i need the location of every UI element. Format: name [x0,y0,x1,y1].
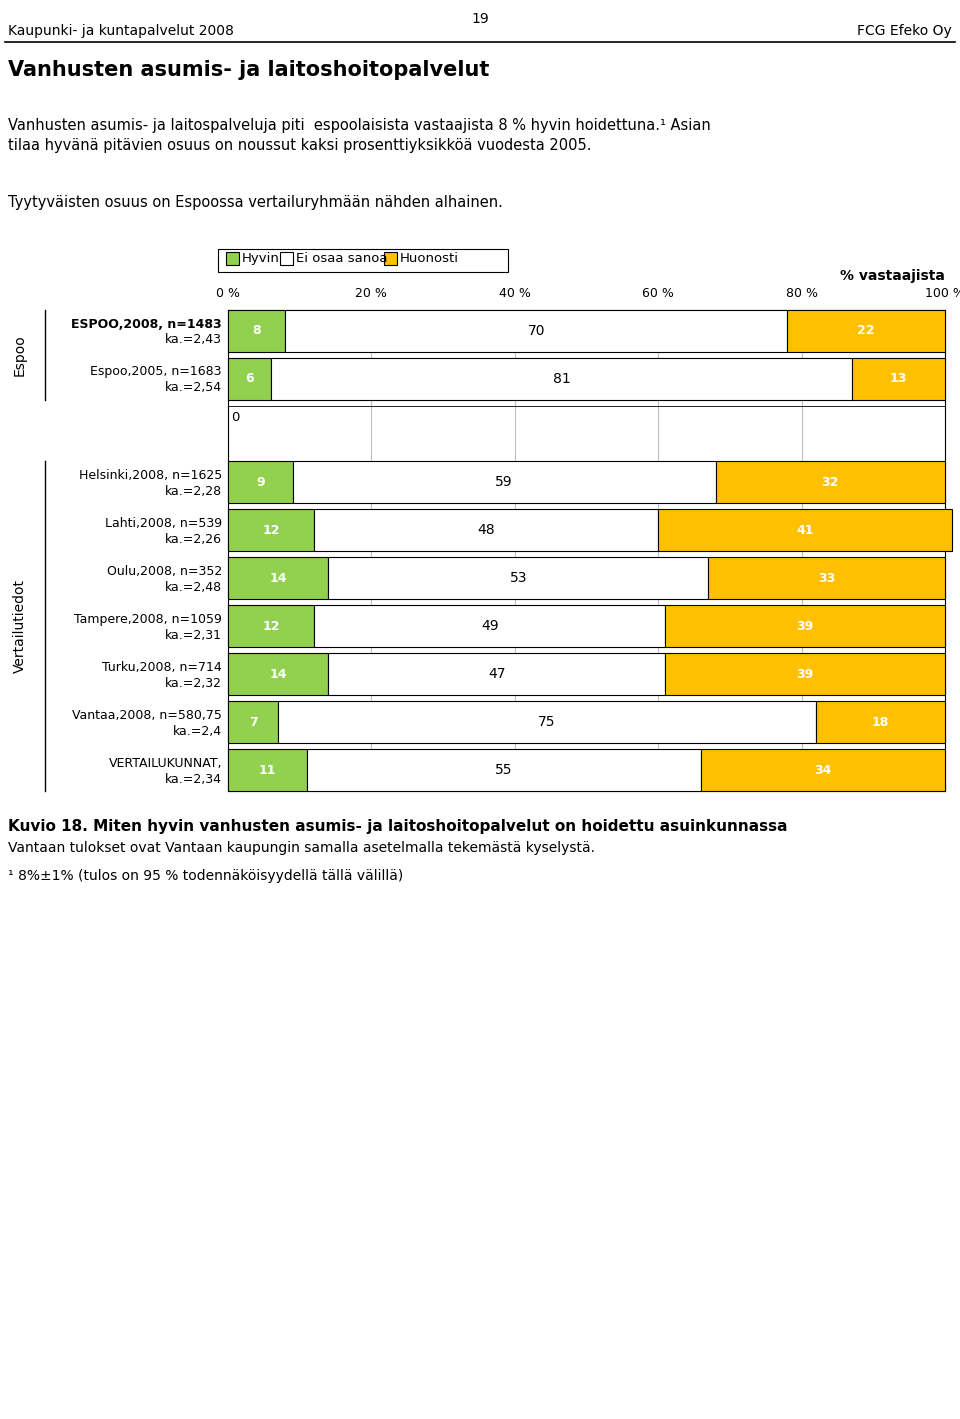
Text: ka.=2,32: ka.=2,32 [165,677,222,690]
Text: FCG Efeko Oy: FCG Efeko Oy [857,24,952,38]
Bar [384,253,397,265]
Text: Huonosti: Huonosti [400,253,459,265]
Bar [314,604,665,647]
Text: 9: 9 [256,475,265,488]
Bar [314,509,659,551]
Text: ka.=2,28: ka.=2,28 [165,484,222,498]
Bar [228,509,314,551]
Text: Vertailutiedot: Vertailutiedot [13,579,27,673]
Bar [228,749,307,790]
Bar [715,461,945,502]
Bar [228,358,271,400]
Bar [226,253,239,265]
Text: Vanhusten asumis- ja laitospalveluja piti  espoolaisista vastaajista 8 % hyvin h: Vanhusten asumis- ja laitospalveluja pit… [8,118,710,133]
Text: 7: 7 [249,715,257,728]
Text: 32: 32 [822,475,839,488]
Text: ¹ 8%±1% (tulos on 95 % todennäköisyydellä tällä välillä): ¹ 8%±1% (tulos on 95 % todennäköisyydell… [8,868,403,883]
Text: 47: 47 [488,667,506,681]
Bar [218,248,508,272]
Text: ka.=2,31: ka.=2,31 [165,629,222,641]
Bar [293,461,715,502]
Text: 12: 12 [262,524,279,536]
Text: 0: 0 [231,412,239,424]
Text: Vanhusten asumis- ja laitoshoitopalvelut: Vanhusten asumis- ja laitoshoitopalvelut [8,60,490,79]
Text: Ei osaa sanoa: Ei osaa sanoa [296,253,388,265]
Bar [787,309,945,352]
Text: 75: 75 [539,715,556,729]
Text: % vastaajista: % vastaajista [840,270,945,282]
Text: ka.=2,43: ka.=2,43 [165,333,222,346]
Text: Kaupunki- ja kuntapalvelut 2008: Kaupunki- ja kuntapalvelut 2008 [8,24,234,38]
Bar [228,604,314,647]
Text: 34: 34 [814,763,831,776]
Text: 39: 39 [797,667,814,681]
Text: 0 %: 0 % [216,287,240,299]
Text: 13: 13 [890,373,907,386]
Text: Vantaan tulokset ovat Vantaan kaupungin samalla asetelmalla tekemästä kyselystä.: Vantaan tulokset ovat Vantaan kaupungin … [8,841,595,856]
Text: Turku,2008, n=714: Turku,2008, n=714 [103,660,222,674]
Bar [701,749,945,790]
Text: 48: 48 [477,524,495,536]
Text: ka.=2,34: ka.=2,34 [165,772,222,786]
Text: 20 %: 20 % [355,287,387,299]
Bar [659,509,952,551]
Bar [328,558,708,599]
Text: 49: 49 [481,619,498,633]
Bar [228,558,328,599]
Text: 70: 70 [528,324,545,338]
Text: 40 %: 40 % [499,287,531,299]
Text: ka.=2,48: ka.=2,48 [165,580,222,593]
Bar [285,309,787,352]
Bar [228,461,293,502]
Text: Kuvio 18. Miten hyvin vanhusten asumis- ja laitoshoitopalvelut on hoidettu asuin: Kuvio 18. Miten hyvin vanhusten asumis- … [8,819,787,834]
Bar [665,604,945,647]
Text: Oulu,2008, n=352: Oulu,2008, n=352 [107,565,222,578]
Bar [271,358,852,400]
Bar [665,653,945,695]
Text: 59: 59 [495,475,513,490]
Text: Espoo,2005, n=1683: Espoo,2005, n=1683 [90,366,222,379]
Bar [280,253,293,265]
Text: 53: 53 [510,570,527,585]
Bar [328,653,665,695]
Text: ESPOO,2008, n=1483: ESPOO,2008, n=1483 [71,318,222,331]
Text: 39: 39 [797,620,814,633]
Text: 6: 6 [245,373,253,386]
Text: Espoo: Espoo [13,333,27,376]
Text: Tyytyväisten osuus on Espoossa vertailuryhmään nähden alhainen.: Tyytyväisten osuus on Espoossa vertailur… [8,194,503,210]
Text: 8: 8 [252,325,261,338]
Text: ka.=2,26: ka.=2,26 [165,532,222,545]
Text: Tampere,2008, n=1059: Tampere,2008, n=1059 [74,613,222,626]
Text: 100 %: 100 % [925,287,960,299]
Bar [708,558,945,599]
Text: VERTAILUKUNNAT,: VERTAILUKUNNAT, [108,756,222,769]
Text: 81: 81 [553,372,570,386]
Text: Hyvin: Hyvin [242,253,280,265]
Text: 14: 14 [270,667,287,681]
Bar [852,358,945,400]
Text: 11: 11 [258,763,276,776]
Bar [228,309,285,352]
Text: tilaa hyvänä pitävien osuus on noussut kaksi prosenttiyksikköä vuodesta 2005.: tilaa hyvänä pitävien osuus on noussut k… [8,138,591,153]
Text: 12: 12 [262,620,279,633]
Text: ka.=2,4: ka.=2,4 [173,725,222,738]
Text: 19: 19 [471,11,489,26]
Bar [278,701,816,744]
Text: 18: 18 [872,715,889,728]
Text: 14: 14 [270,572,287,585]
Text: 80 %: 80 % [785,287,818,299]
Text: Lahti,2008, n=539: Lahti,2008, n=539 [105,517,222,529]
Bar [816,701,945,744]
Text: Vantaa,2008, n=580,75: Vantaa,2008, n=580,75 [72,708,222,721]
Text: 33: 33 [818,572,835,585]
Text: 41: 41 [797,524,814,536]
Bar [228,701,278,744]
Bar [307,749,701,790]
Text: Helsinki,2008, n=1625: Helsinki,2008, n=1625 [79,468,222,481]
Text: 55: 55 [495,763,513,778]
Bar [228,653,328,695]
Text: ka.=2,54: ka.=2,54 [165,382,222,394]
Text: 60 %: 60 % [642,287,674,299]
Text: 22: 22 [857,325,875,338]
